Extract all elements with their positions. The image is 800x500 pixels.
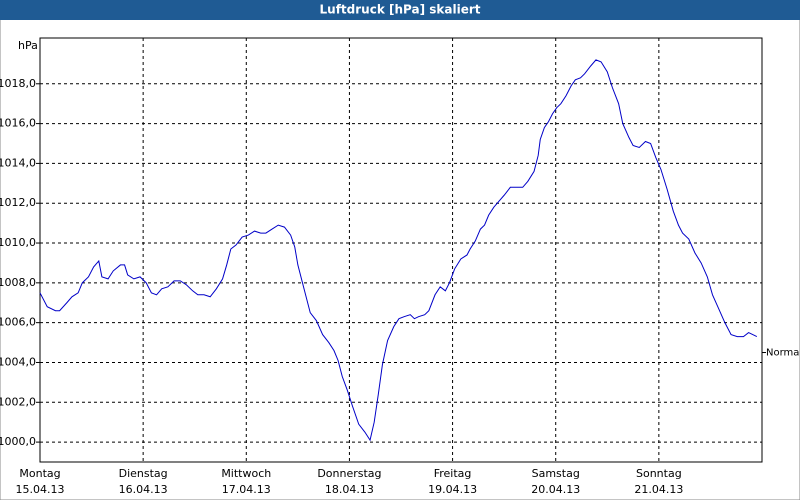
title-bar [0, 0, 800, 20]
y-tick-label: 1016,0 [0, 117, 36, 130]
x-tick-label: Sonntag [636, 467, 682, 480]
x-tick-date: 18.04.13 [325, 483, 374, 496]
y-axis-label: hPa [18, 39, 38, 52]
x-tick-label: Dienstag [119, 467, 168, 480]
y-tick-label: 1006,0 [0, 316, 36, 329]
x-tick-date: 15.04.13 [16, 483, 65, 496]
x-tick-date: 20.04.13 [531, 483, 580, 496]
y-tick-label: 1000,0 [0, 435, 36, 448]
y-tick-label: 1010,0 [0, 236, 36, 249]
y-tick-label: 1008,0 [0, 276, 36, 289]
x-tick-label: Samstag [532, 467, 580, 480]
plot-frame [39, 37, 763, 463]
x-tick-date: 17.04.13 [222, 483, 271, 496]
x-tick-date: 21.04.13 [634, 483, 683, 496]
y-tick-label: 1012,0 [0, 196, 36, 209]
x-tick-label: Freitag [434, 467, 472, 480]
y-tick-label: 1014,0 [0, 156, 36, 169]
x-tick-label: Montag [19, 467, 60, 480]
y-tick-label: 1018,0 [0, 77, 36, 90]
line-series [39, 59, 758, 442]
x-tick-label: Mittwoch [221, 467, 271, 480]
x-tick-date: 16.04.13 [119, 483, 168, 496]
y-tick-label: 1002,0 [0, 395, 36, 408]
chart-title: Luftdruck [hPa] skaliert [320, 3, 481, 17]
x-tick-label: Donnerstag [317, 467, 381, 480]
y-tick-label: 1004,0 [0, 355, 36, 368]
x-tick-date: 19.04.13 [428, 483, 477, 496]
annotation-label: Normal [766, 348, 800, 359]
